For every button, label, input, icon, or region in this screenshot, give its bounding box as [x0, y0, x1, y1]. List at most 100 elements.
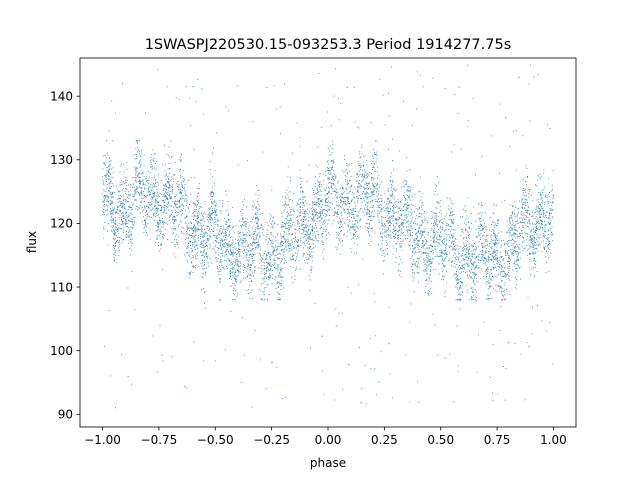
data-point [252, 216, 255, 218]
data-point [533, 245, 535, 247]
data-point [317, 205, 320, 207]
data-point [307, 240, 309, 242]
data-point [158, 223, 160, 225]
data-point [492, 250, 494, 252]
data-point [500, 272, 502, 274]
data-point [190, 261, 192, 263]
data-point [212, 210, 214, 212]
data-point [509, 217, 511, 219]
data-point [416, 71, 418, 73]
data-point [180, 198, 182, 200]
data-point [148, 186, 150, 188]
data-point [520, 353, 522, 355]
data-point [395, 219, 397, 221]
data-point [319, 207, 321, 209]
data-point [192, 215, 194, 217]
data-point [280, 279, 283, 281]
data-point [546, 216, 548, 219]
data-point [536, 220, 538, 223]
data-point [261, 265, 263, 267]
data-point [203, 224, 205, 226]
data-point [140, 197, 143, 199]
data-point [513, 235, 515, 237]
data-point [216, 229, 218, 231]
data-point [272, 245, 274, 248]
data-point [424, 263, 426, 265]
data-point [277, 248, 279, 250]
data-point [411, 212, 413, 214]
data-point [545, 261, 547, 263]
data-point [324, 188, 326, 190]
data-point [129, 226, 131, 228]
data-point [467, 266, 469, 268]
data-point [508, 239, 510, 242]
data-point [248, 254, 251, 256]
data-point [215, 256, 217, 259]
data-point [148, 191, 150, 193]
data-point [153, 177, 155, 179]
data-point [413, 238, 415, 240]
data-point [303, 230, 305, 232]
data-point [548, 215, 550, 217]
data-point [531, 247, 533, 249]
data-point [510, 227, 512, 229]
data-point [270, 254, 272, 256]
data-point [425, 220, 427, 222]
data-point [356, 235, 359, 237]
data-point [381, 223, 383, 225]
data-point [132, 208, 134, 210]
data-point [230, 264, 232, 266]
data-point [379, 221, 381, 223]
data-point [463, 222, 465, 224]
data-point [111, 207, 113, 209]
data-point [492, 228, 494, 231]
data-point [166, 196, 168, 198]
data-point [399, 230, 401, 232]
data-point [536, 247, 538, 249]
data-point [531, 238, 533, 240]
data-point [267, 263, 269, 265]
data-point [549, 243, 551, 245]
data-point [278, 274, 280, 276]
data-point [149, 172, 151, 174]
data-point [488, 294, 490, 296]
data-point [212, 247, 214, 249]
data-point [149, 239, 151, 241]
data-point [466, 275, 468, 277]
data-point [251, 248, 253, 250]
data-point [342, 201, 344, 203]
data-point [145, 196, 147, 198]
data-point [282, 204, 284, 206]
data-point [251, 289, 253, 291]
data-point [364, 183, 366, 186]
data-point [312, 191, 315, 193]
data-point [463, 267, 466, 269]
data-point [467, 245, 469, 247]
data-point [352, 234, 354, 236]
data-point [246, 206, 248, 208]
data-point [296, 202, 298, 204]
data-point [342, 388, 344, 390]
data-point [241, 239, 243, 241]
data-point [130, 184, 132, 186]
data-point [297, 244, 299, 246]
data-point [535, 239, 538, 241]
data-point [163, 188, 165, 190]
data-point [309, 347, 312, 350]
data-point [161, 193, 163, 195]
data-point [104, 155, 106, 157]
data-point [173, 222, 175, 224]
data-point [424, 270, 426, 272]
data-point [249, 263, 251, 266]
data-point [302, 241, 304, 243]
data-point [441, 258, 443, 260]
data-point [189, 228, 191, 230]
data-point [124, 208, 126, 210]
data-point [219, 260, 221, 262]
data-point [409, 191, 411, 193]
data-point [217, 220, 219, 222]
data-point [340, 206, 342, 208]
data-point [195, 100, 197, 102]
data-point [194, 240, 196, 243]
data-point [332, 148, 334, 150]
